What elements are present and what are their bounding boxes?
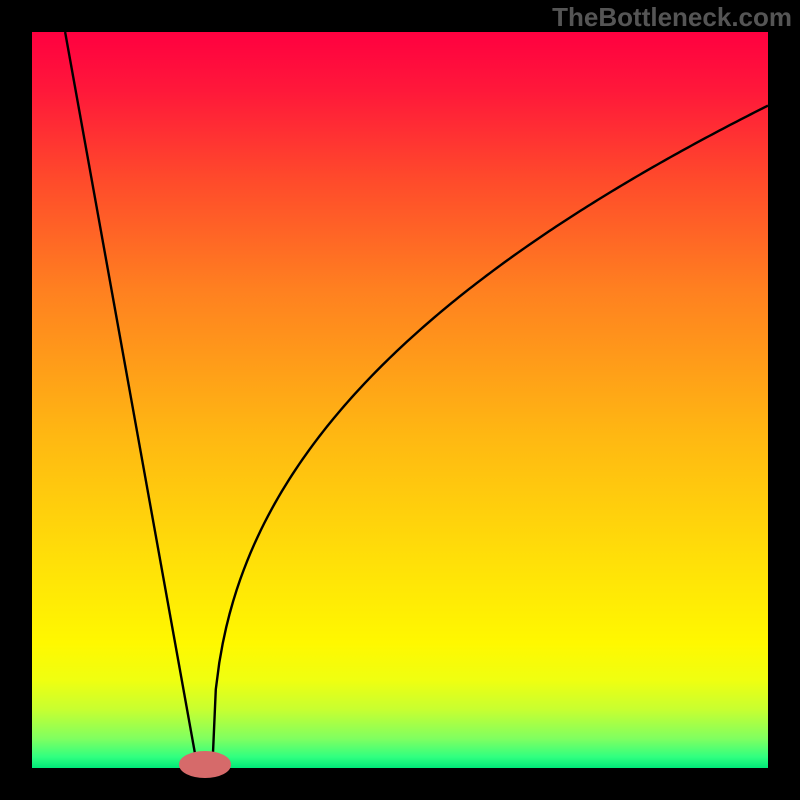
curve-layer bbox=[32, 32, 768, 768]
watermark-text: TheBottleneck.com bbox=[552, 2, 792, 33]
bottleneck-curve-right bbox=[212, 106, 768, 768]
bottleneck-curve-left bbox=[65, 32, 197, 768]
plot-area bbox=[32, 32, 768, 768]
optimal-point-marker bbox=[179, 751, 231, 777]
chart-container: TheBottleneck.com bbox=[0, 0, 800, 800]
